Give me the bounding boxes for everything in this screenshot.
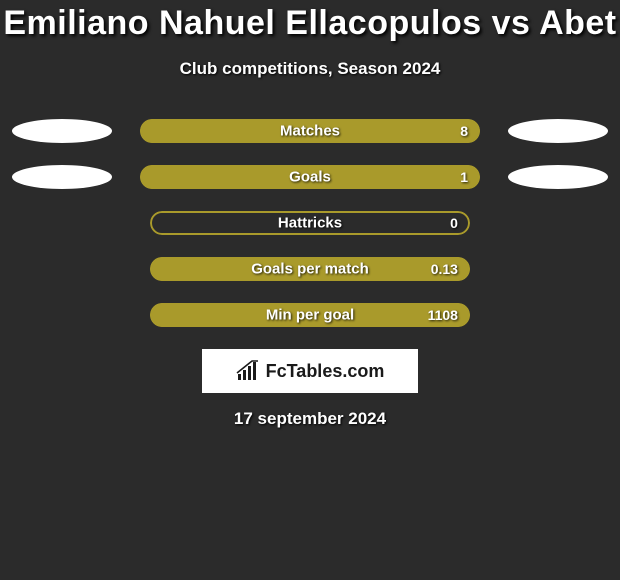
stat-row: Matches 8 [0,119,620,143]
marker-placeholder [28,303,122,327]
stat-row: Min per goal 1108 [0,303,620,327]
stats-rows: Matches 8 Goals 1 Hattricks 0 Goals per match 0… [0,119,620,327]
date-text: 17 september 2024 [0,409,620,429]
subtitle: Club competitions, Season 2024 [0,59,620,79]
logo-box: FcTables.com [202,349,418,393]
stat-bar: Goals per match 0.13 [150,257,470,281]
stat-bar: Hattricks 0 [150,211,470,235]
player-right-marker [508,119,608,143]
stat-row: Hattricks 0 [0,211,620,235]
stat-row: Goals 1 [0,165,620,189]
stat-value: 0 [450,215,458,231]
stat-value: 1 [460,169,468,185]
stat-bar: Matches 8 [140,119,480,143]
infographic-container: Emiliano Nahuel Ellacopulos vs Abet Club… [0,0,620,429]
logo-inner: FcTables.com [236,360,385,382]
player-right-marker [508,165,608,189]
stat-bar: Min per goal 1108 [150,303,470,327]
player-left-marker [12,165,112,189]
stat-label: Matches [280,123,340,140]
stat-label: Hattricks [278,215,342,232]
logo-text: FcTables.com [266,361,385,382]
stat-bar: Goals 1 [140,165,480,189]
stat-label: Goals [289,169,331,186]
marker-placeholder [28,257,122,281]
stat-label: Goals per match [251,261,369,278]
stat-value: 8 [460,123,468,139]
marker-placeholder [498,257,592,281]
page-title: Emiliano Nahuel Ellacopulos vs Abet [0,4,620,43]
stat-row: Goals per match 0.13 [0,257,620,281]
marker-placeholder [498,211,592,235]
marker-placeholder [28,211,122,235]
marker-placeholder [498,303,592,327]
stat-value: 1108 [428,307,458,323]
stat-label: Min per goal [266,307,354,324]
bar-chart-icon [236,360,262,382]
stat-value: 0.13 [431,261,458,277]
player-left-marker [12,119,112,143]
